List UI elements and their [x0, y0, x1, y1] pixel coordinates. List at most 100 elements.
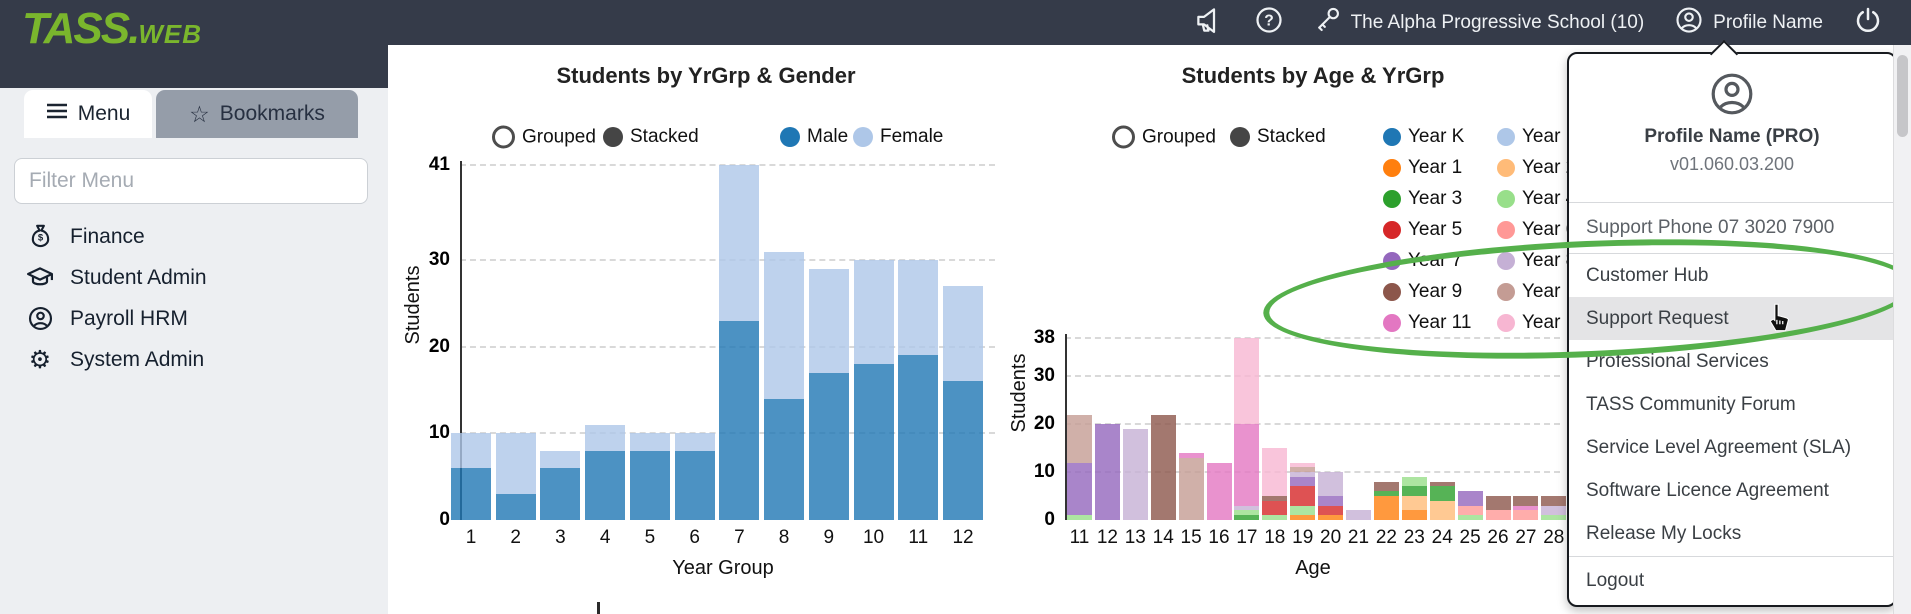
legend-item-year-9: Year 9: [1383, 281, 1462, 303]
school-name-label: The Alpha Progressive School (10): [1350, 11, 1645, 33]
help-icon[interactable]: ?: [1254, 5, 1284, 40]
menu-item-customer-hub[interactable]: Customer Hub: [1586, 264, 1709, 286]
legend-dot-icon: [780, 127, 800, 147]
bar-segment-male: [495, 494, 536, 520]
menu-item-professional-services[interactable]: Professional Services: [1586, 350, 1769, 372]
legend-item-year-2: Year 2: [1497, 157, 1576, 179]
x-tick-label: 26: [1487, 527, 1509, 548]
gear-icon: ⚙: [28, 345, 52, 374]
legend-dot-icon: [1383, 190, 1401, 208]
legend-dot-icon: [1383, 128, 1401, 146]
radio-unselected-icon: [492, 125, 515, 149]
legend-control-label: Stacked: [1257, 126, 1326, 147]
legend-item-label: Female: [880, 126, 944, 147]
announcements-icon[interactable]: [1194, 5, 1224, 40]
y-tick-label: 20: [428, 335, 450, 357]
legend-control-stacked[interactable]: Stacked: [1230, 126, 1326, 148]
x-tick-label: 23: [1403, 527, 1425, 548]
power-icon[interactable]: [1853, 5, 1883, 40]
filter-menu-input[interactable]: [14, 158, 368, 204]
legend-dot-icon: [1383, 283, 1401, 301]
logo-text-main: TASS.: [22, 4, 140, 53]
current-school[interactable]: The Alpha Progressive School (10): [1314, 6, 1645, 40]
legend-dot-icon: [853, 127, 873, 147]
sidebar-item-payroll-hrm[interactable]: Payroll HRM: [0, 298, 388, 339]
menu-item-logout[interactable]: Logout: [1586, 569, 1645, 591]
bar-segment-year-9: [1485, 496, 1511, 511]
bar-segment-male: [585, 450, 626, 520]
hand-cursor-icon: [1765, 303, 1791, 338]
bar-segment-male: [808, 372, 849, 520]
bar-segment-female: [629, 433, 670, 451]
bar-segment-year-8: [1541, 505, 1567, 516]
tass-web-logo[interactable]: TASS.WEB: [22, 4, 202, 54]
x-tick-label: 10: [862, 527, 885, 548]
bar-segment-year-11: [1206, 462, 1232, 520]
bar-segment-year-8: [1318, 472, 1344, 497]
bar-segment-year-7: [1094, 424, 1120, 520]
tab-menu[interactable]: Menu: [24, 90, 152, 138]
y-tick-label: 41: [428, 153, 450, 175]
page-scrollbar[interactable]: [1893, 45, 1911, 614]
radio-selected-icon: [603, 127, 623, 147]
legend-item-label: Male: [807, 126, 849, 147]
support-phone: Support Phone 07 3020 7900: [1586, 217, 1835, 238]
y-axis-title: Students: [1007, 353, 1030, 433]
money-bag-icon: $: [26, 223, 54, 251]
legend-item-label: Year 1: [1408, 157, 1463, 178]
legend-item-year-k: Year K: [1383, 126, 1464, 148]
filter-menu-field: [14, 158, 368, 204]
sidebar-header: [0, 0, 388, 88]
y-tick-label: 10: [428, 422, 450, 444]
x-tick-label: 18: [1264, 527, 1286, 548]
profile-menu-trigger[interactable]: Profile Name: [1674, 5, 1823, 41]
x-tick-label: 11: [908, 527, 929, 548]
x-tick-label: 14: [1152, 527, 1174, 548]
app-version: v01.060.03.200: [1669, 154, 1795, 174]
x-tick-label: 21: [1347, 527, 1370, 548]
bar-segment-year-5: [1318, 505, 1344, 516]
bar-segment-year-9: [1513, 496, 1539, 506]
dropdown-profile-name: Profile Name (PRO): [1644, 126, 1820, 147]
menu-item-tass-community-forum[interactable]: TASS Community Forum: [1586, 393, 1796, 415]
bar-segment-year-4: [1457, 515, 1483, 520]
tab-bookmarks[interactable]: ☆ Bookmarks: [156, 90, 358, 138]
legend-control-grouped[interactable]: Grouped: [1112, 125, 1216, 149]
legend-item-year-3: Year 3: [1383, 188, 1462, 210]
menu-item-software-licence-agreement[interactable]: Software Licence Agreement: [1586, 479, 1829, 501]
bar-segment-male: [540, 468, 581, 520]
x-tick-label: 12: [1096, 527, 1118, 548]
legend-item-label: Year 5: [1408, 219, 1463, 240]
x-axis-title: Year Group: [672, 557, 774, 579]
scrollbar-thumb[interactable]: [1897, 55, 1908, 137]
menu-item-release-my-locks[interactable]: Release My Locks: [1586, 522, 1742, 544]
menu-item-service-level-agreement-sla[interactable]: Service Level Agreement (SLA): [1586, 436, 1852, 458]
menu-item-support-request[interactable]: Support Request: [1569, 297, 1895, 340]
x-tick-label: 6: [689, 527, 700, 548]
chart-title: Students by YrGrp & Gender: [556, 63, 856, 88]
bar-segment-year-1: [1373, 496, 1399, 520]
bar-segment-female: [764, 251, 805, 399]
bar-segment-year-8: [1346, 510, 1371, 520]
topbar-actions: ? The Alpha Progressive School (10) Prof…: [1194, 0, 1883, 45]
sidebar-item-student-admin[interactable]: Student Admin: [0, 257, 388, 298]
bar-segment-year-11: [1234, 424, 1260, 506]
bar-segment-year-5: [1262, 500, 1288, 516]
legend-control-stacked[interactable]: Stacked: [603, 126, 699, 148]
sidebar-item-finance[interactable]: $ Finance: [0, 216, 388, 257]
bar-segment-year-11: [1178, 452, 1204, 458]
star-icon: ☆: [189, 100, 210, 127]
bar-segment-year-7: [1290, 476, 1316, 487]
profile-name-label: Profile Name: [1713, 11, 1823, 33]
bar-segment-year-10: [1067, 414, 1092, 463]
x-tick-label: 24: [1431, 527, 1453, 548]
bar-segment-year-9: [1429, 481, 1455, 487]
legend-control-grouped[interactable]: Grouped: [492, 125, 596, 149]
bar-segment-year-8: [1290, 472, 1316, 477]
bar-segment-year-4: [1067, 515, 1092, 520]
gridline: [1065, 423, 1560, 426]
bar-segment-year-4: [1234, 510, 1260, 516]
legend-item-label: Year 3: [1408, 188, 1463, 209]
sidebar-item-system-admin[interactable]: ⚙ System Admin: [0, 339, 388, 380]
dropdown-header: Profile Name (PRO) v01.060.03.200: [1569, 54, 1895, 202]
